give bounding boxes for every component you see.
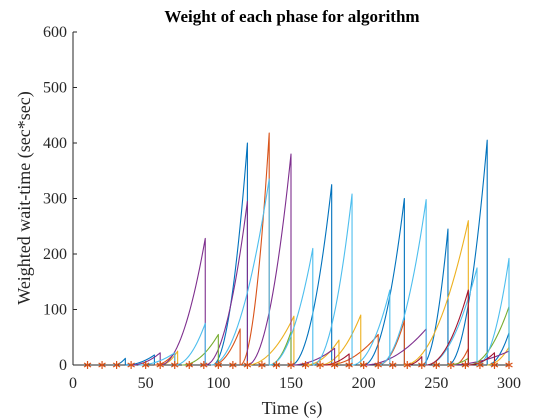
x-tick-label: 250 [424, 375, 448, 392]
marker-point [418, 361, 426, 369]
marker-point [505, 361, 513, 369]
marker-point [330, 361, 339, 369]
series-line-4 [131, 153, 510, 366]
marker-point [214, 361, 223, 369]
marker-point [272, 361, 281, 369]
y-tick-label: 0 [59, 357, 67, 374]
x-tick-label: 100 [206, 375, 230, 392]
marker-point [83, 361, 92, 369]
y-tick-label: 200 [43, 246, 67, 263]
series-line-6 [138, 178, 510, 366]
marker-point [112, 361, 121, 369]
y-tick-label: 300 [43, 191, 67, 208]
x-tick-label: 300 [497, 375, 521, 392]
marker-point [258, 361, 266, 369]
y-tick-label: 500 [43, 80, 67, 97]
y-tick-label: 600 [43, 24, 67, 41]
marker-point [316, 361, 324, 369]
marker-point [127, 361, 135, 369]
marker-point [432, 361, 441, 369]
y-tick-label: 400 [43, 135, 67, 152]
series-line-1 [113, 139, 510, 366]
chart-title: Weight of each phase for algorithm [164, 7, 419, 26]
marker-point [490, 361, 499, 369]
marker-point [476, 361, 484, 369]
plot-area: 0 50 100 150 200 250 300 0 100 200 300 400 500 600 [43, 24, 521, 392]
marker-point [403, 361, 412, 369]
marker-point [374, 361, 382, 369]
marker-point [200, 361, 208, 369]
marker-point [185, 361, 194, 369]
x-tick-label: 0 [69, 375, 77, 392]
series-line-7 [322, 289, 496, 366]
marker-point [141, 361, 150, 369]
marker-point [359, 361, 368, 369]
series-line-2 [154, 132, 469, 366]
series-line-3 [160, 220, 510, 366]
marker-point [345, 361, 353, 369]
x-tick-label: 200 [352, 375, 376, 392]
x-tick-label: 50 [138, 375, 154, 392]
series-line-5 [181, 306, 510, 366]
y-tick-label: 100 [43, 302, 67, 319]
x-axis-label: Time (s) [262, 398, 323, 419]
x-tick-label: 150 [279, 375, 303, 392]
marker-point [98, 361, 106, 369]
marker-point [388, 361, 397, 369]
marker-point [287, 361, 295, 369]
marker-point [156, 361, 164, 369]
marker-point [301, 361, 310, 369]
marker-point [243, 361, 252, 369]
marker-point [170, 361, 179, 369]
marker-point [229, 361, 237, 369]
marker-point [461, 361, 470, 369]
y-axis-label: Weighted wait-time (sec*sec) [14, 91, 35, 304]
marker-point [447, 361, 455, 369]
